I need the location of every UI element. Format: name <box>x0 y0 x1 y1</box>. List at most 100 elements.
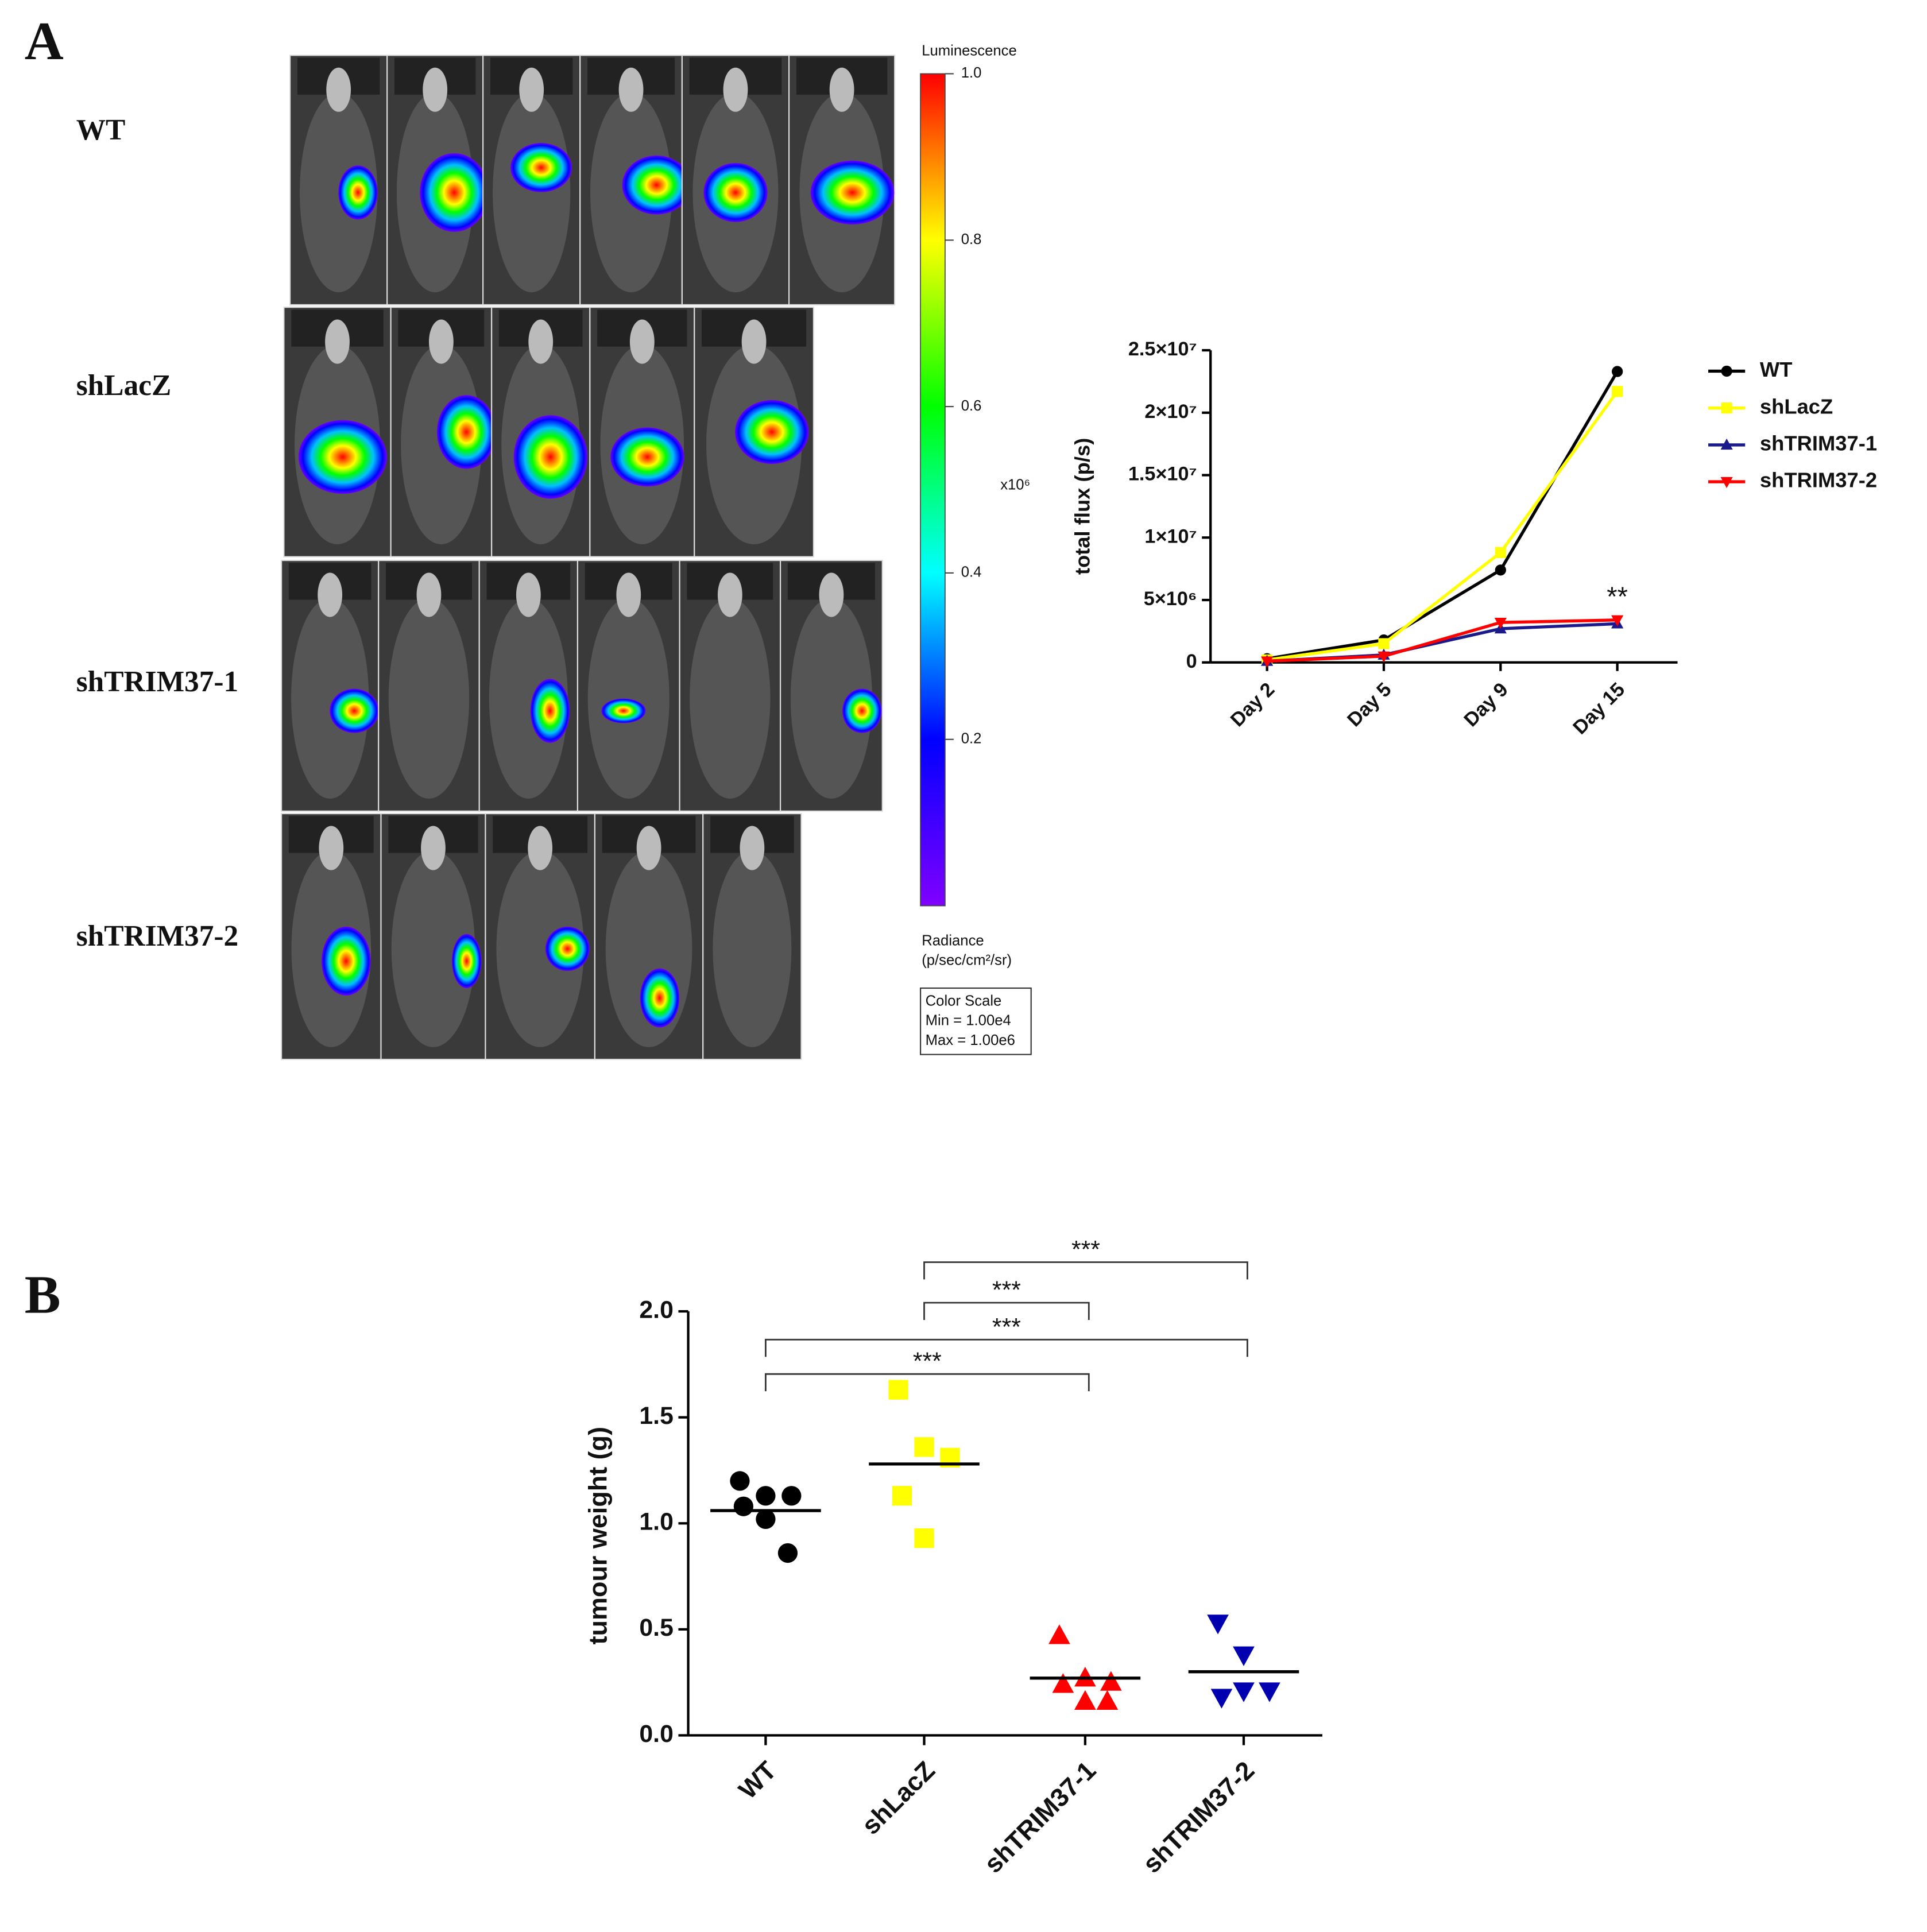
marker <box>1048 1624 1070 1644</box>
colorbar-title: Luminescence <box>922 43 1017 59</box>
signal <box>530 679 570 743</box>
marker <box>1259 1682 1280 1702</box>
mouse-head <box>636 826 661 870</box>
marker <box>1074 1690 1096 1710</box>
legend-label: shTRIM37-1 <box>1760 431 1877 455</box>
marker <box>1721 365 1732 377</box>
mouse-body <box>690 598 771 799</box>
mouse-head <box>421 826 446 870</box>
significance-bracket <box>765 1338 1248 1357</box>
signal <box>640 968 680 1028</box>
legend-label: shLacZ <box>1760 394 1833 418</box>
signal <box>322 927 371 996</box>
mouse-head <box>325 319 350 364</box>
colorbar-tick-label: 0.6 <box>961 398 982 414</box>
marker <box>1721 402 1732 414</box>
series-line <box>1267 622 1618 663</box>
mouse-head <box>326 67 351 112</box>
signal <box>842 688 882 733</box>
mouse-head <box>618 67 644 112</box>
colorbar-tick-label: 1.0 <box>961 65 982 81</box>
significance-bracket <box>923 1261 1248 1280</box>
y-tick-label: 5×10⁶ <box>1144 588 1197 610</box>
mouse-head <box>428 319 454 364</box>
mouse-body <box>713 850 792 1047</box>
marker <box>888 1380 908 1400</box>
signal <box>703 162 768 222</box>
x-tick-label: Day 2 <box>1226 679 1279 731</box>
significance-label: *** <box>992 1313 1021 1341</box>
series-line <box>1267 370 1619 660</box>
marker <box>1096 1690 1119 1710</box>
y-tick-label: 1.0 <box>639 1508 673 1536</box>
scale-box-text: Color Scale <box>926 993 1002 1009</box>
y-tick-label: 2.0 <box>639 1296 673 1323</box>
colorbar-tick-label: 0.8 <box>961 231 982 247</box>
mouse-body <box>587 598 670 799</box>
signal <box>810 160 895 224</box>
mouse-head <box>819 572 844 617</box>
mouse-head <box>528 319 554 364</box>
mouse-head <box>740 826 765 870</box>
marker <box>914 1528 934 1548</box>
y-tick-label: 0.5 <box>639 1614 673 1641</box>
marker <box>733 1496 754 1516</box>
mouse-body <box>489 598 568 799</box>
row-label: WT <box>76 114 126 146</box>
mouse-head <box>319 826 344 870</box>
colorbar-tick-label: 0.4 <box>961 564 982 580</box>
y-tick-label: 2.5×10⁷ <box>1128 338 1197 360</box>
x-tick-label: Day 5 <box>1343 679 1395 731</box>
scale-box-text: Min = 1.00e4 <box>926 1013 1011 1029</box>
signal <box>735 400 809 464</box>
row-label: shLacZ <box>76 369 172 402</box>
marker <box>1495 547 1506 559</box>
mouse-head <box>528 826 553 870</box>
colorbar-unit: (p/sec/cm²/sr) <box>922 953 1012 969</box>
marker <box>1494 617 1507 629</box>
colorbar <box>920 73 946 907</box>
panel-label: B <box>25 1265 61 1325</box>
marker <box>1720 477 1733 489</box>
marker <box>1207 1614 1229 1635</box>
mouse-body <box>291 598 369 799</box>
marker <box>1210 1689 1233 1709</box>
scale-box <box>920 987 1032 1055</box>
colorbar-multiplier: x10⁶ <box>1000 477 1030 493</box>
significance-label: *** <box>992 1276 1021 1304</box>
signal <box>436 395 496 469</box>
legend-label: WT <box>1760 358 1793 381</box>
marker <box>777 1543 798 1563</box>
y-tick-label: 1.5×10⁷ <box>1128 463 1197 485</box>
row-label: shTRIM37-1 <box>76 665 238 698</box>
marker <box>1495 564 1506 576</box>
marker <box>730 1471 750 1491</box>
mouse-head <box>318 572 343 617</box>
signal <box>510 143 572 192</box>
marker <box>1100 1671 1122 1691</box>
marker <box>1377 651 1390 663</box>
legend-label: shTRIM37-2 <box>1760 469 1877 492</box>
signal <box>513 415 588 499</box>
annotation: ** <box>1607 581 1628 611</box>
signal <box>330 688 379 733</box>
marker <box>1611 615 1624 626</box>
signal <box>545 927 590 971</box>
scale-box-text: Max = 1.00e6 <box>926 1032 1015 1048</box>
signal <box>420 153 489 232</box>
mouse-body <box>496 850 584 1047</box>
colorbar-unit-title: Radiance <box>922 932 984 948</box>
marker <box>1233 1646 1255 1666</box>
x-tick-label: Day 9 <box>1460 679 1512 731</box>
mouse-head <box>519 67 544 112</box>
marker <box>1261 656 1274 668</box>
significance-label: *** <box>913 1348 942 1375</box>
mouse-head <box>629 319 655 364</box>
x-tick-label: shTRIM37-2 <box>1137 1756 1260 1879</box>
mouse-head <box>516 572 541 617</box>
panel-label: A <box>25 11 64 71</box>
x-tick-label: WT <box>733 1756 781 1805</box>
row-label: shTRIM37-2 <box>76 920 238 953</box>
x-tick-label: Day 15 <box>1569 679 1629 739</box>
